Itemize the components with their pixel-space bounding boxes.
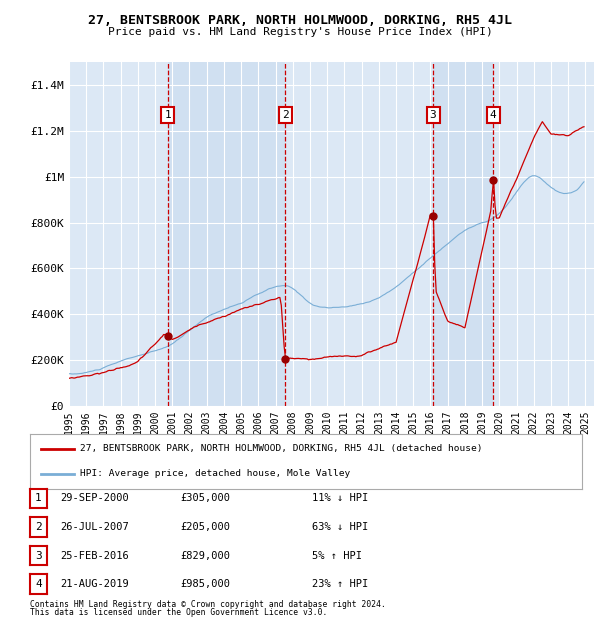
- Bar: [433, 62, 493, 406]
- Bar: [168, 62, 285, 406]
- Text: 3: 3: [430, 110, 436, 120]
- Text: £985,000: £985,000: [180, 579, 230, 589]
- Text: 2: 2: [35, 522, 42, 532]
- Text: Price paid vs. HM Land Registry's House Price Index (HPI): Price paid vs. HM Land Registry's House …: [107, 27, 493, 37]
- Text: 3: 3: [35, 551, 42, 560]
- Text: £205,000: £205,000: [180, 522, 230, 532]
- Text: 27, BENTSBROOK PARK, NORTH HOLMWOOD, DORKING, RH5 4JL: 27, BENTSBROOK PARK, NORTH HOLMWOOD, DOR…: [88, 14, 512, 27]
- Text: 29-SEP-2000: 29-SEP-2000: [60, 494, 129, 503]
- Text: £305,000: £305,000: [180, 494, 230, 503]
- Text: 21-AUG-2019: 21-AUG-2019: [60, 579, 129, 589]
- Text: HPI: Average price, detached house, Mole Valley: HPI: Average price, detached house, Mole…: [80, 469, 350, 478]
- Text: 5% ↑ HPI: 5% ↑ HPI: [312, 551, 362, 560]
- Text: 4: 4: [490, 110, 497, 120]
- Text: 2: 2: [281, 110, 289, 120]
- Text: 25-FEB-2016: 25-FEB-2016: [60, 551, 129, 560]
- Text: 23% ↑ HPI: 23% ↑ HPI: [312, 579, 368, 589]
- Text: 27, BENTSBROOK PARK, NORTH HOLMWOOD, DORKING, RH5 4JL (detached house): 27, BENTSBROOK PARK, NORTH HOLMWOOD, DOR…: [80, 445, 482, 453]
- Text: Contains HM Land Registry data © Crown copyright and database right 2024.: Contains HM Land Registry data © Crown c…: [30, 600, 386, 609]
- Text: 1: 1: [164, 110, 172, 120]
- Text: 4: 4: [35, 579, 42, 589]
- Text: 11% ↓ HPI: 11% ↓ HPI: [312, 494, 368, 503]
- Text: 63% ↓ HPI: 63% ↓ HPI: [312, 522, 368, 532]
- Text: 1: 1: [35, 494, 42, 503]
- Text: £829,000: £829,000: [180, 551, 230, 560]
- Text: 26-JUL-2007: 26-JUL-2007: [60, 522, 129, 532]
- Text: This data is licensed under the Open Government Licence v3.0.: This data is licensed under the Open Gov…: [30, 608, 328, 617]
